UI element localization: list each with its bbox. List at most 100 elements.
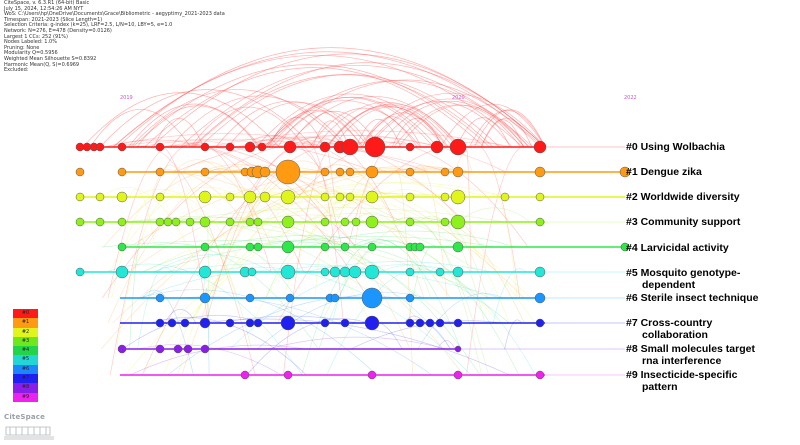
cluster-node[interactable] <box>75 167 85 177</box>
cluster-label-3[interactable]: #3 Community support <box>626 216 740 228</box>
cluster-node[interactable] <box>500 192 510 202</box>
cluster-node[interactable] <box>320 267 330 277</box>
cluster-node[interactable] <box>225 217 235 227</box>
cluster-node[interactable] <box>405 167 415 177</box>
cluster-node[interactable] <box>335 167 345 177</box>
cluster-node[interactable] <box>116 191 128 203</box>
cluster-node[interactable] <box>95 142 105 152</box>
cluster-label-2[interactable]: #2 Worldwide diversity <box>626 191 740 203</box>
cluster-node[interactable] <box>364 136 386 158</box>
cluster-node[interactable] <box>173 344 183 354</box>
cluster-node[interactable] <box>253 217 263 227</box>
cluster-node[interactable] <box>319 141 331 153</box>
cluster-node[interactable] <box>365 190 379 204</box>
cluster-node[interactable] <box>275 159 301 185</box>
cluster-node[interactable] <box>405 318 415 328</box>
cluster-node[interactable] <box>155 217 165 227</box>
cluster-node[interactable] <box>453 370 463 380</box>
cluster-node[interactable] <box>330 293 340 303</box>
cluster-node[interactable] <box>365 165 379 179</box>
cluster-node[interactable] <box>365 215 379 229</box>
cluster-node[interactable] <box>535 370 545 380</box>
cluster-node[interactable] <box>364 264 380 280</box>
cluster-node[interactable] <box>257 142 267 152</box>
cluster-node[interactable] <box>200 242 210 252</box>
cluster-node[interactable] <box>245 217 255 227</box>
cluster-node[interactable] <box>185 217 195 227</box>
cluster-node[interactable] <box>155 142 165 152</box>
cluster-label-1[interactable]: #1 Dengue zika <box>626 166 702 178</box>
cluster-node[interactable] <box>225 142 235 152</box>
cluster-label-9[interactable]: #9 Insecticide-specific pattern <box>626 369 737 393</box>
cluster-node[interactable] <box>335 192 345 202</box>
cluster-node[interactable] <box>117 167 127 177</box>
cluster-node[interactable] <box>180 318 190 328</box>
cluster-label-6[interactable]: #6 Sterile insect technique <box>626 292 758 304</box>
cluster-node[interactable] <box>535 217 545 227</box>
cluster-node[interactable] <box>259 166 271 178</box>
cluster-node[interactable] <box>95 192 105 202</box>
cluster-node[interactable] <box>348 265 362 279</box>
cluster-node[interactable] <box>405 142 415 152</box>
cluster-node[interactable] <box>200 344 210 354</box>
cluster-node[interactable] <box>435 318 445 328</box>
cluster-node[interactable] <box>200 142 210 152</box>
cluster-node[interactable] <box>199 292 211 304</box>
cluster-node[interactable] <box>440 167 450 177</box>
cluster-node[interactable] <box>340 217 350 227</box>
cluster-label-5[interactable]: #5 Mosquito genotype-dependent <box>626 267 740 291</box>
cluster-node[interactable] <box>339 266 351 278</box>
cluster-node[interactable] <box>361 287 383 309</box>
cluster-node[interactable] <box>155 167 165 177</box>
cluster-node[interactable] <box>320 167 330 177</box>
cluster-node[interactable] <box>95 217 105 227</box>
cluster-node[interactable] <box>117 242 127 252</box>
cluster-node[interactable] <box>320 192 330 202</box>
cluster-node[interactable] <box>452 166 464 178</box>
cluster-node[interactable] <box>450 214 466 230</box>
cluster-node[interactable] <box>115 265 129 279</box>
cluster-node[interactable] <box>430 140 444 154</box>
cluster-node[interactable] <box>75 217 85 227</box>
cluster-node[interactable] <box>620 242 630 252</box>
cluster-node[interactable] <box>535 192 545 202</box>
cluster-node[interactable] <box>281 215 295 229</box>
cluster-node[interactable] <box>171 217 181 227</box>
cluster-label-4[interactable]: #4 Larvicidal activity <box>626 242 729 254</box>
cluster-node[interactable] <box>453 318 463 328</box>
cluster-node[interactable] <box>535 318 545 328</box>
cluster-node[interactable] <box>329 266 341 278</box>
cluster-node[interactable] <box>533 140 547 154</box>
cluster-label-7[interactable]: #7 Cross-country collaboration <box>626 317 712 341</box>
cluster-node[interactable] <box>75 192 85 202</box>
cluster-node[interactable] <box>198 190 212 204</box>
cluster-node[interactable] <box>285 293 295 303</box>
cluster-node[interactable] <box>320 318 330 328</box>
cluster-node[interactable] <box>425 318 435 328</box>
cluster-node[interactable] <box>200 167 210 177</box>
cluster-node[interactable] <box>340 242 350 252</box>
cluster-node[interactable] <box>245 318 255 328</box>
cluster-node[interactable] <box>450 189 466 205</box>
cluster-node[interactable] <box>225 318 235 328</box>
cluster-node[interactable] <box>351 217 361 227</box>
cluster-node[interactable] <box>247 267 257 277</box>
cluster-node[interactable] <box>341 138 359 156</box>
cluster-node[interactable] <box>198 265 212 279</box>
cluster-node[interactable] <box>245 242 255 252</box>
cluster-node[interactable] <box>534 292 546 304</box>
cluster-node[interactable] <box>283 370 293 380</box>
cluster-node[interactable] <box>405 267 415 277</box>
cluster-label-8[interactable]: #8 Small molecules target rna interferenc… <box>626 343 755 367</box>
cluster-node[interactable] <box>534 166 546 178</box>
cluster-node[interactable] <box>199 317 211 329</box>
cluster-node[interactable] <box>619 166 631 178</box>
cluster-node[interactable] <box>280 264 296 280</box>
cluster-node[interactable] <box>167 318 177 328</box>
cluster-node[interactable] <box>452 241 464 253</box>
cluster-node[interactable] <box>345 192 355 202</box>
cluster-node[interactable] <box>364 315 380 331</box>
cluster-node[interactable] <box>320 242 330 252</box>
cluster-node[interactable] <box>534 266 546 278</box>
cluster-label-0[interactable]: #0 Using Wolbachia <box>626 141 725 153</box>
